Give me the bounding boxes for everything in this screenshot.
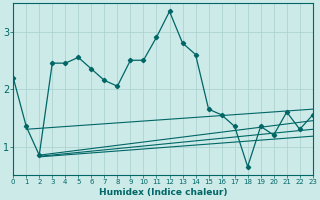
X-axis label: Humidex (Indice chaleur): Humidex (Indice chaleur)	[99, 188, 227, 197]
